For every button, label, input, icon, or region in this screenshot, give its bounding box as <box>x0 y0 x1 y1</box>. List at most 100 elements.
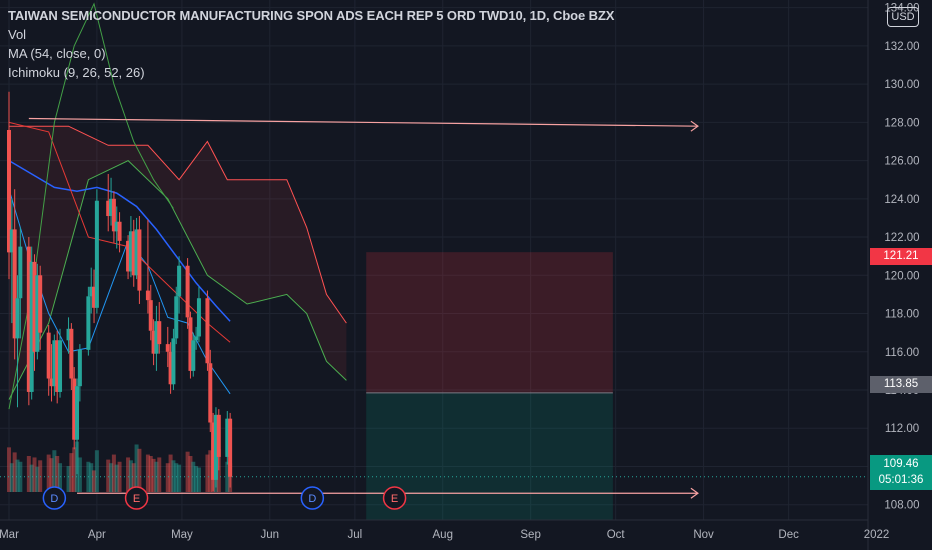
candle-body <box>35 275 40 352</box>
time-tick-label: May <box>171 529 193 541</box>
candle-body <box>29 261 34 392</box>
volume-bar <box>191 461 196 492</box>
price-tick-label: 130.00 <box>884 79 919 91</box>
time-tick-label: Apr <box>88 529 106 541</box>
candle-body <box>151 330 156 354</box>
volume-bar <box>216 448 221 492</box>
dividend-marker[interactable] <box>300 486 325 510</box>
volume-bar <box>117 461 122 492</box>
time-tick-label: Jul <box>348 529 363 541</box>
volume-bar <box>194 466 199 492</box>
volume-bar <box>9 463 14 492</box>
time-tick-label: Aug <box>433 529 453 541</box>
symbol-title[interactable]: TAIWAN SEMICONDUCTOR MANUFACTURING SPON … <box>8 8 615 23</box>
volume-bars <box>7 440 233 492</box>
indicator-volume[interactable]: Vol <box>8 27 27 42</box>
candle-body <box>216 414 221 457</box>
candle-body <box>114 221 119 232</box>
candle-body <box>38 275 43 333</box>
candle-body <box>228 418 233 477</box>
candle-body <box>126 240 131 272</box>
volume-bar <box>137 448 142 492</box>
volume-bar <box>188 456 193 492</box>
time-tick-label: Jun <box>261 529 280 541</box>
price-tick-label: 112.00 <box>885 423 919 435</box>
candle-body <box>205 298 210 364</box>
price-tick-label: 120.00 <box>884 270 919 282</box>
time-tick-label: Sep <box>520 529 540 541</box>
candle-body <box>157 321 162 345</box>
volume-bar <box>29 464 34 492</box>
candles <box>7 91 233 492</box>
candle-body <box>58 340 63 392</box>
candle-body <box>154 321 159 354</box>
volume-bar <box>225 461 230 492</box>
time-tick-label: Nov <box>693 529 714 541</box>
bar-countdown: 05:01:36 <box>878 474 924 486</box>
dividend-marker[interactable] <box>42 486 67 510</box>
volume-bar <box>49 458 54 492</box>
candle-body <box>69 328 74 379</box>
volume-bar <box>171 460 176 492</box>
candle-body <box>165 344 170 352</box>
event-marker-label: D <box>308 493 316 505</box>
candle-body <box>225 418 230 457</box>
candle-body <box>131 231 136 276</box>
candle-body <box>72 378 77 440</box>
candle-body <box>111 198 116 232</box>
volume-bar <box>32 457 37 492</box>
candle-body <box>134 229 139 276</box>
volume-bar <box>168 454 173 492</box>
earnings-marker[interactable] <box>382 486 407 510</box>
price-tick-label: 126.00 <box>884 156 919 168</box>
candle-body <box>137 229 142 291</box>
candle-body <box>213 414 218 480</box>
volume-bar <box>55 456 60 492</box>
trend-line <box>28 117 698 127</box>
event-marker-label: D <box>50 493 58 505</box>
indicator-ma[interactable]: MA (54, close, 0) <box>8 46 106 61</box>
volume-bar <box>145 454 150 492</box>
volume-bar <box>208 450 213 492</box>
candle-body <box>211 422 216 480</box>
reward-zone <box>366 392 613 520</box>
volume-bar <box>128 460 133 492</box>
volume-bar <box>126 457 131 492</box>
time-axis[interactable]: Mar Apr May Jun Jul Aug Sep Oct Nov Dec 2022 <box>0 519 889 541</box>
candle-body <box>196 298 201 337</box>
candle-body <box>106 200 111 217</box>
currency-button[interactable]: USD <box>887 7 919 27</box>
earnings-marker[interactable] <box>124 486 149 510</box>
volume-bar <box>177 464 182 492</box>
price-tick-label: 124.00 <box>884 194 919 206</box>
candle-body <box>185 265 190 318</box>
last-price-value: 109.46 <box>883 458 919 470</box>
volume-bar <box>69 453 74 492</box>
candle-body <box>148 300 153 331</box>
volume-bar <box>174 463 179 492</box>
candle-body <box>94 200 99 308</box>
event-marker-label: E <box>133 493 140 505</box>
candle-body <box>168 351 173 385</box>
candle-body <box>46 332 51 379</box>
candle-body <box>171 338 176 385</box>
indicator-ichimoku[interactable]: Ichimoku (9, 26, 52, 26) <box>8 65 145 80</box>
short-position-tool[interactable] <box>366 252 613 520</box>
volume-bar <box>72 447 77 492</box>
volume-bar <box>15 459 20 492</box>
chikou-line <box>8 2 174 410</box>
volume-bar <box>92 470 97 492</box>
candle-body <box>117 221 122 241</box>
time-tick-label: Dec <box>778 529 799 541</box>
candle-body <box>49 378 54 387</box>
volume-bar <box>35 466 40 492</box>
volume-bar <box>148 456 153 492</box>
time-tick-label: Mar <box>0 529 19 541</box>
trend-arrow-head <box>690 120 699 132</box>
trend-arrow-head <box>690 487 699 499</box>
volume-bar <box>205 454 210 492</box>
senkou-span-b <box>9 125 347 324</box>
stop-price-tag: 121.21 <box>870 248 932 265</box>
